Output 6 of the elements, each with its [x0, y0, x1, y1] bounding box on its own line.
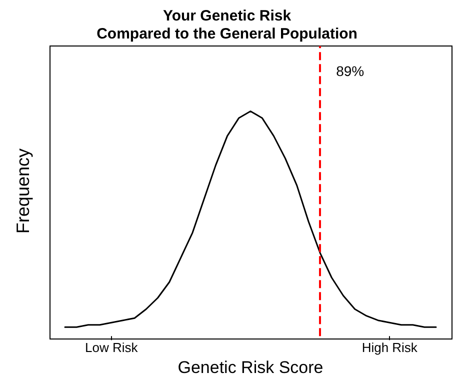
x-axis-title: Genetic Risk Score	[178, 358, 324, 377]
text: 89%	[336, 63, 364, 79]
x-tick-label: High Risk	[362, 340, 418, 356]
y-axis-title: Frequency	[13, 148, 33, 234]
x-tick-label: Low Risk	[85, 340, 138, 356]
chart-title: Your Genetic Risk Compared to the General Population	[96, 8, 358, 42]
